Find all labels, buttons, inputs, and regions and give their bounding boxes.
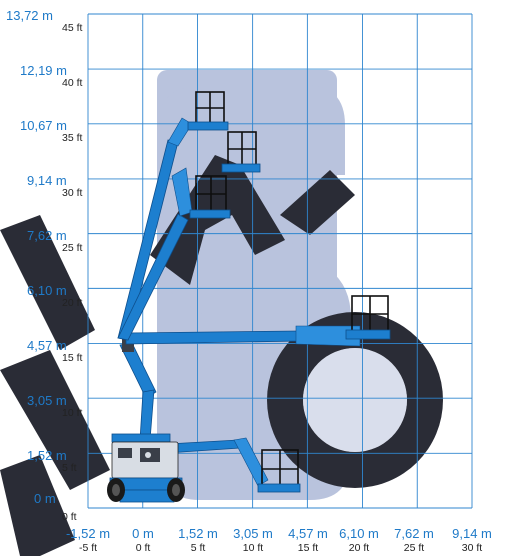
reach-axis: -1,52 m -5 ft 0 m 0 ft 1,52 m 5 ft 3,05 … xyxy=(66,526,492,554)
height-label-m: 7,62 m xyxy=(27,228,67,243)
height-label-ft: 20 ft xyxy=(62,297,83,309)
height-label-m: 1,52 m xyxy=(27,448,67,463)
height-label-ft: 30 ft xyxy=(62,187,83,199)
height-label-ft: 5 ft xyxy=(62,462,77,474)
reach-label-ft: 30 ft xyxy=(462,542,483,554)
height-label-m: 3,05 m xyxy=(27,393,67,408)
height-label-m: 12,19 m xyxy=(20,63,67,78)
reach-label-ft: 5 ft xyxy=(191,542,206,554)
height-label-ft: 40 ft xyxy=(62,77,83,89)
reach-label-ft: -5 ft xyxy=(79,542,97,554)
height-label-m: 4,57 m xyxy=(27,338,67,353)
aerial-lift-illustration xyxy=(107,91,391,503)
reach-label-m: 1,52 m xyxy=(178,526,218,541)
reach-label-ft: 10 ft xyxy=(243,542,264,554)
boom-riser xyxy=(119,338,157,441)
reach-label-m: 7,62 m xyxy=(394,526,434,541)
reach-label-m: 3,05 m xyxy=(233,526,273,541)
height-label-ft: 10 ft xyxy=(62,407,83,419)
height-label-m: 6,10 m xyxy=(27,283,67,298)
reach-label-ft: 20 ft xyxy=(349,542,370,554)
reach-label-m: 0 m xyxy=(132,526,154,541)
machine-chassis xyxy=(107,433,185,503)
boom-horizontal xyxy=(125,295,391,347)
watermark-logo xyxy=(0,70,443,556)
height-label-m: 9,14 m xyxy=(27,173,67,188)
height-label-ft: 35 ft xyxy=(62,132,83,144)
reach-label-m: 9,14 m xyxy=(452,526,492,541)
height-label-ft: 45 ft xyxy=(62,22,83,34)
height-label-m: 13,72 m xyxy=(6,8,53,23)
reach-label-ft: 25 ft xyxy=(404,542,425,554)
reach-label-m: 6,10 m xyxy=(339,526,379,541)
height-axis: 13,72 m 45 ft 12,19 m 40 ft 10,67 m 35 f… xyxy=(6,8,83,523)
height-label-ft: 25 ft xyxy=(62,242,83,254)
reach-label-ft: 0 ft xyxy=(136,542,151,554)
reach-label-ft: 15 ft xyxy=(298,542,319,554)
reach-label-m: -1,52 m xyxy=(66,526,110,541)
height-label-ft: 15 ft xyxy=(62,352,83,364)
height-label-m: 0 m xyxy=(34,491,56,506)
boom-full-height xyxy=(117,91,261,341)
reach-label-m: 4,57 m xyxy=(288,526,328,541)
height-label-ft: 0 ft xyxy=(62,511,77,523)
height-label-m: 10,67 m xyxy=(20,118,67,133)
